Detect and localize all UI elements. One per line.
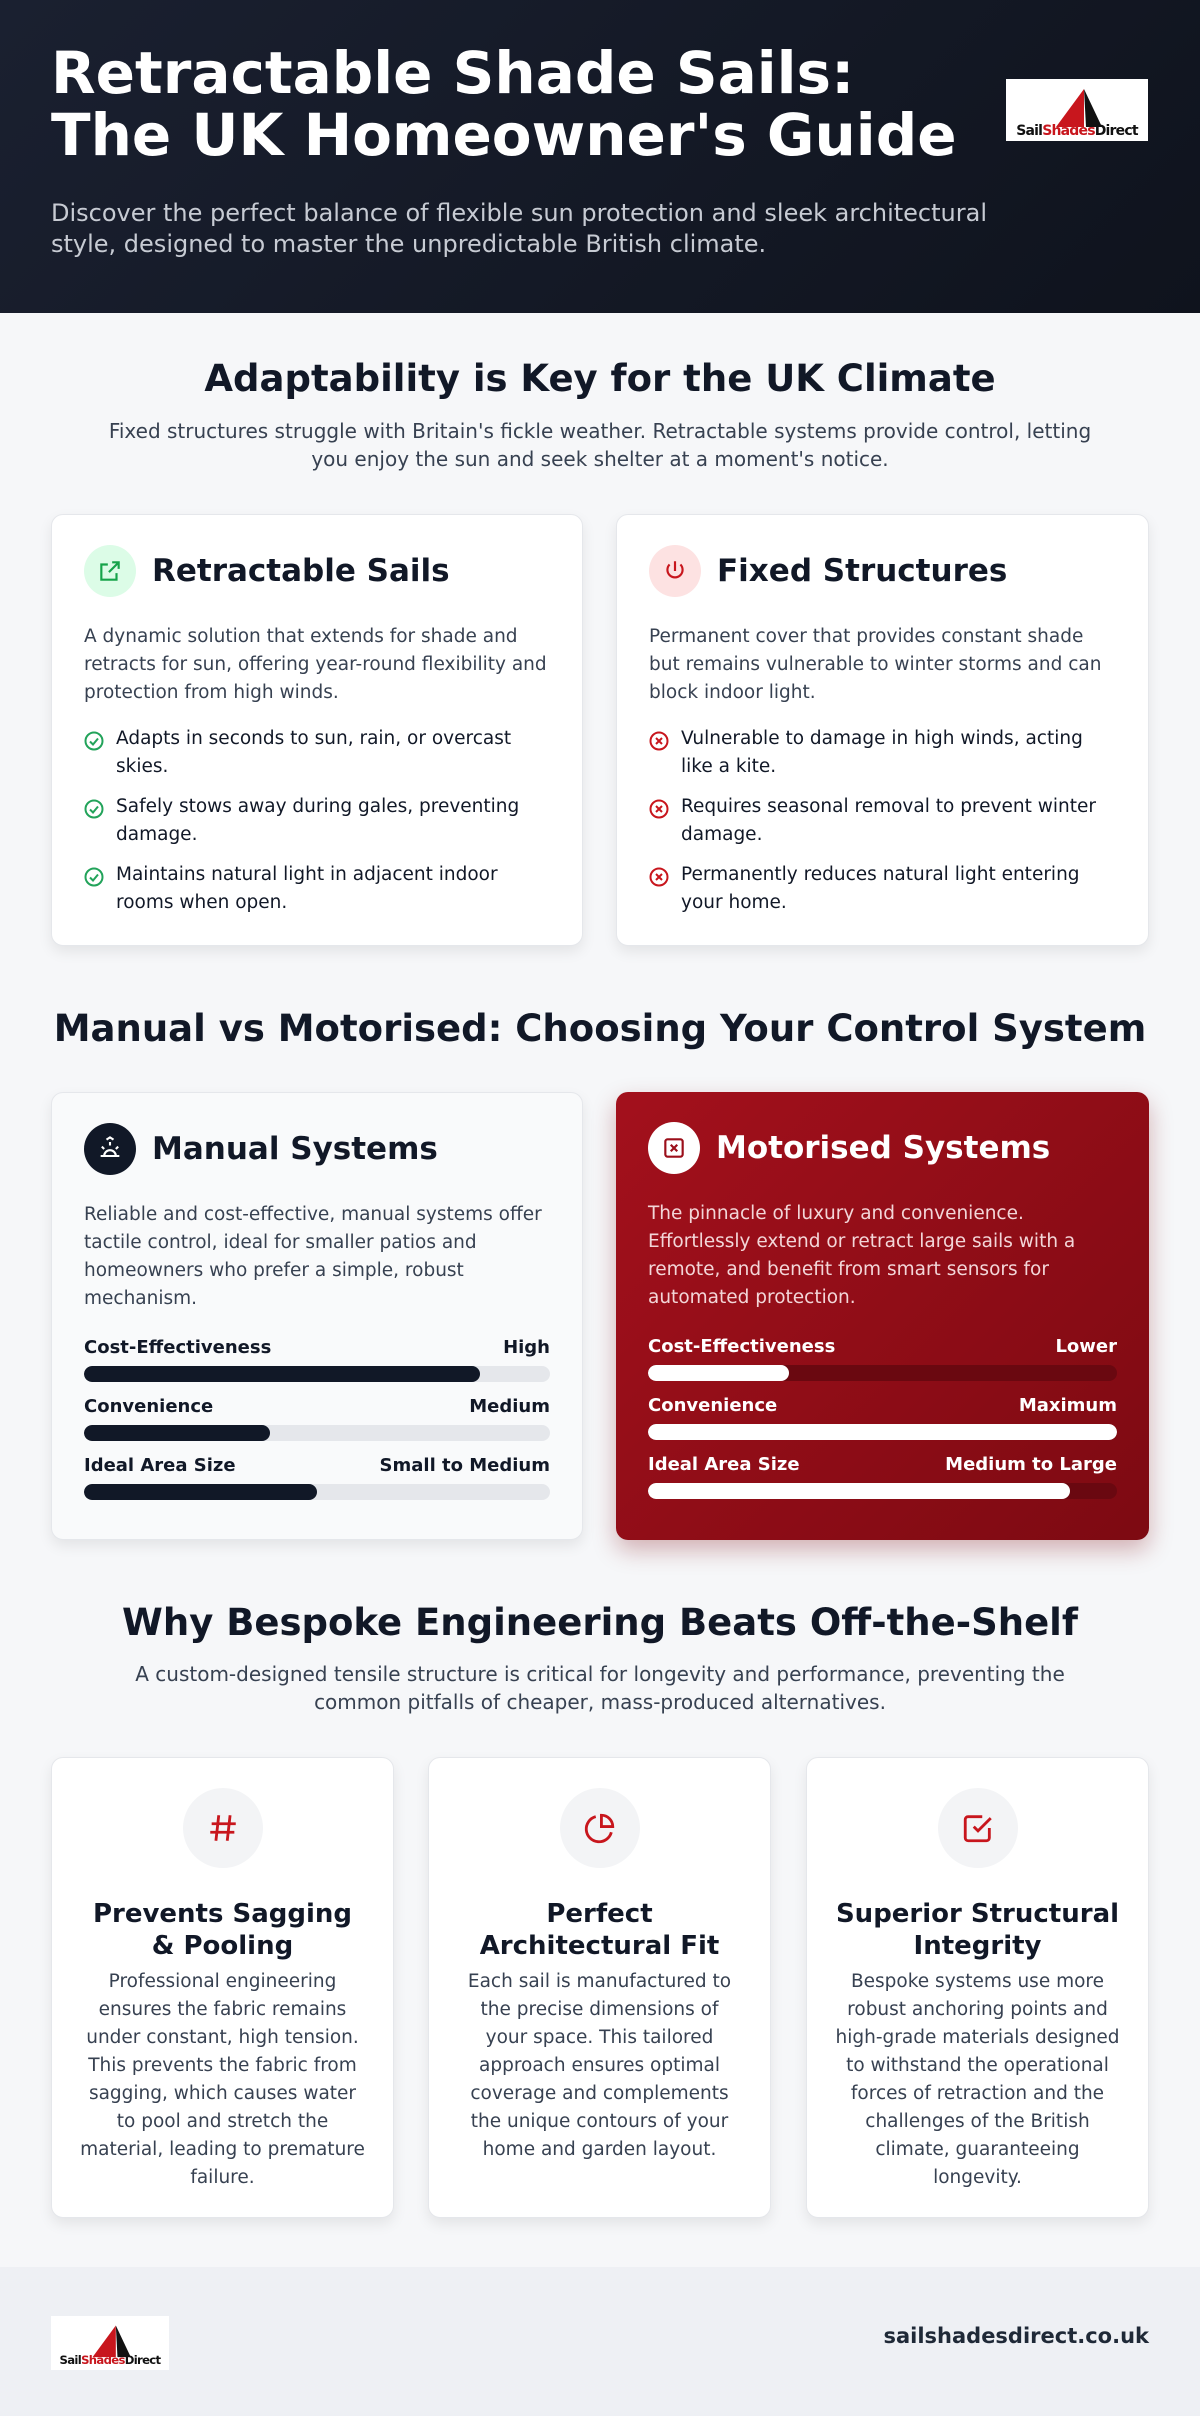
metric: Ideal Area Size Medium to Large <box>648 1454 1117 1499</box>
logo-text: SailShadesDirect <box>1016 123 1139 139</box>
logo-part: Direct <box>1095 123 1139 139</box>
page-subtitle: Discover the perfect balance of flexible… <box>51 199 987 258</box>
metric-bar <box>648 1365 789 1381</box>
logo-part: Sail <box>1016 123 1042 139</box>
feature-card: Prevents Sagging & Pooling Professional … <box>51 1757 394 2218</box>
card-title: Fixed Structures <box>717 553 1008 589</box>
section-heading: Adaptability is Key for the UK Climate <box>204 357 996 400</box>
point: Safely stows away during gales, preventi… <box>84 793 550 849</box>
card-title: Retractable Sails <box>152 553 450 589</box>
feature-title: Prevents Sagging & Pooling <box>92 1899 353 1961</box>
card-icon <box>649 545 701 597</box>
metric-track <box>84 1484 550 1500</box>
metric-label: Convenience <box>84 1396 214 1417</box>
logo-text: SailShadesDirect <box>60 2353 162 2367</box>
metric-label: Ideal Area Size <box>648 1454 800 1475</box>
metric-bar <box>84 1366 481 1382</box>
feature-title: Perfect Architectural Fit <box>479 1899 720 1961</box>
card-description: A dynamic solution that extends for shad… <box>84 626 547 703</box>
feature-text: Professional engineering ensures the fab… <box>80 1971 365 2188</box>
logo: SailShadesDirect <box>51 2316 169 2370</box>
section-heading: Manual vs Motorised: Choosing Your Contr… <box>53 1007 1147 1050</box>
metric-rating: Medium to Large <box>945 1454 1117 1475</box>
metric-track <box>648 1365 1117 1381</box>
card-icon <box>84 1123 136 1175</box>
metric-label: Convenience <box>648 1395 778 1416</box>
feature-text: Each sail is manufactured to the precise… <box>467 1971 732 2160</box>
metric: Cost-Effectiveness Lower <box>648 1336 1117 1381</box>
point-text: Maintains natural light in adjacent indo… <box>116 864 498 913</box>
metric-bar <box>648 1483 1071 1499</box>
metric-bar <box>84 1484 317 1500</box>
metric: Cost-Effectiveness High <box>84 1337 550 1382</box>
point: Requires seasonal removal to prevent win… <box>649 793 1116 849</box>
comparison-card: Retractable Sails A dynamic solution tha… <box>51 514 583 946</box>
footer: SailShadesDirect sailshadesdirect.co.uk <box>0 2267 1200 2416</box>
metric-label: Cost-Effectiveness <box>648 1336 836 1357</box>
section-intro: A custom-designed tensile structure is c… <box>135 1662 1065 1714</box>
point: Maintains natural light in adjacent indo… <box>84 861 550 917</box>
logo-part: Shades <box>81 2353 125 2367</box>
feature-text: Bespoke systems use more robust anchorin… <box>835 1971 1120 2188</box>
metric-label: Cost-Effectiveness <box>84 1337 272 1358</box>
logo-part: Sail <box>60 2353 82 2367</box>
point-text: Permanently reduces natural light enteri… <box>681 864 1080 913</box>
card-title: Manual Systems <box>152 1131 438 1167</box>
feature-icon <box>182 1788 263 1868</box>
metric-bar <box>648 1424 1117 1440</box>
feature-icon <box>937 1788 1018 1868</box>
metric-track <box>648 1424 1117 1440</box>
metric-track <box>84 1366 550 1382</box>
metric-track <box>648 1483 1117 1499</box>
metric-rating: Medium <box>469 1396 550 1417</box>
card-description: Reliable and cost-effective, manual syst… <box>84 1204 542 1309</box>
header: Retractable Shade Sails: The UK Homeowne… <box>0 0 1200 313</box>
metric-rating: High <box>503 1337 550 1358</box>
section-heading: Why Bespoke Engineering Beats Off-the-Sh… <box>122 1601 1078 1644</box>
metric: Convenience Medium <box>84 1396 550 1441</box>
logo: SailShadesDirect <box>1006 79 1148 141</box>
website-url: sailshadesdirect.co.uk <box>883 2324 1149 2348</box>
point-text: Requires seasonal removal to prevent win… <box>681 796 1096 845</box>
metric-rating: Small to Medium <box>379 1455 550 1476</box>
page-title: Retractable Shade Sails: The UK Homeowne… <box>51 39 957 169</box>
card-icon <box>84 545 136 597</box>
metric-rating: Maximum <box>1018 1395 1117 1416</box>
point: Vulnerable to damage in high winds, acti… <box>649 725 1116 781</box>
logo-part: Shades <box>1042 123 1095 139</box>
card-description: The pinnacle of luxury and convenience. … <box>648 1203 1076 1308</box>
feature-card: Superior Structural Integrity Bespoke sy… <box>806 1757 1149 2218</box>
comparison-card: Fixed Structures Permanent cover that pr… <box>616 514 1149 946</box>
metric-label: Ideal Area Size <box>84 1455 236 1476</box>
metric: Convenience Maximum <box>648 1395 1117 1440</box>
point-text: Safely stows away during gales, preventi… <box>116 796 520 845</box>
metric-bar <box>84 1425 271 1441</box>
feature-card: Perfect Architectural Fit Each sail is m… <box>428 1757 771 2218</box>
metric-track <box>84 1425 550 1441</box>
feature-icon <box>559 1788 640 1868</box>
card-icon <box>648 1122 700 1174</box>
point: Adapts in seconds to sun, rain, or overc… <box>84 725 550 781</box>
point-text: Adapts in seconds to sun, rain, or overc… <box>116 728 512 777</box>
section-intro: Fixed structures struggle with Britain's… <box>108 419 1092 471</box>
metric-rating: Lower <box>1055 1336 1117 1357</box>
point-text: Vulnerable to damage in high winds, acti… <box>681 728 1083 777</box>
logo-part: Direct <box>125 2353 162 2367</box>
point: Permanently reduces natural light enteri… <box>649 861 1116 917</box>
system-card: Motorised Systems The pinnacle of luxury… <box>616 1092 1149 1540</box>
card-title: Motorised Systems <box>716 1130 1051 1166</box>
feature-title: Superior Structural Integrity <box>835 1899 1120 1961</box>
card-description: Permanent cover that provides constant s… <box>649 626 1102 703</box>
metric: Ideal Area Size Small to Medium <box>84 1455 550 1500</box>
system-card: Manual Systems Reliable and cost-effecti… <box>51 1092 583 1540</box>
